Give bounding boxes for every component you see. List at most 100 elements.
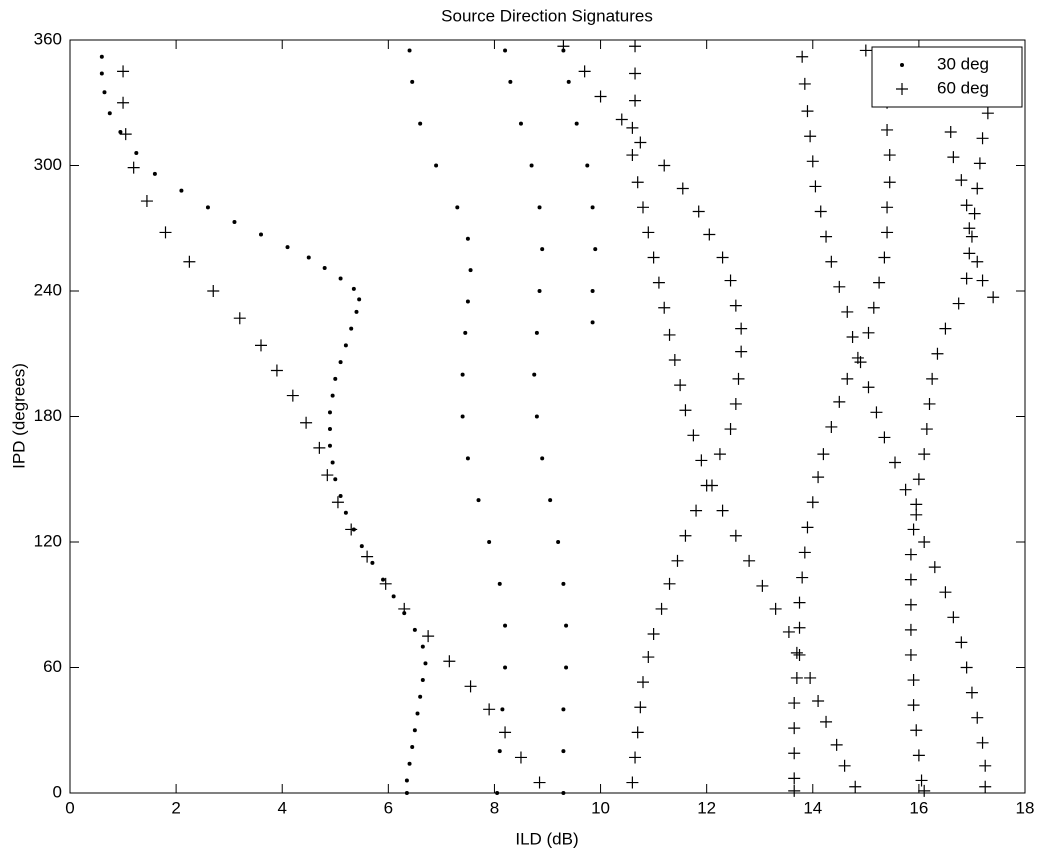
dot-marker <box>415 711 420 716</box>
plus-marker <box>804 130 817 143</box>
dot-marker <box>561 791 566 795</box>
dot-marker <box>540 456 545 461</box>
x-tick-label: 16 <box>909 798 928 817</box>
plus-marker <box>798 77 811 90</box>
plus-marker <box>321 469 334 482</box>
dot-marker <box>460 372 465 377</box>
y-axis-label: IPD (degrees) <box>9 363 28 469</box>
plus-marker <box>968 207 981 220</box>
plus-marker <box>814 205 827 218</box>
plus-marker <box>790 671 803 684</box>
plus-marker <box>634 136 647 149</box>
plus-marker <box>979 759 992 772</box>
plus-marker <box>873 276 886 289</box>
plus-marker <box>907 699 920 712</box>
x-tick-label: 14 <box>803 798 822 817</box>
plus-marker <box>812 694 825 707</box>
dot-marker <box>327 410 332 415</box>
plus-marker <box>796 571 809 584</box>
dot-marker <box>561 749 566 754</box>
x-tick-label: 12 <box>697 798 716 817</box>
dot-marker <box>434 163 439 168</box>
dot-marker <box>503 665 508 670</box>
plus-marker <box>878 251 891 264</box>
dot-marker <box>259 232 263 237</box>
plus-marker <box>300 416 313 429</box>
plus-marker <box>904 573 917 586</box>
plus-marker <box>889 456 902 469</box>
dot-marker <box>497 749 502 754</box>
plus-marker <box>979 780 992 793</box>
dot-marker <box>423 661 428 666</box>
plus-marker <box>700 479 713 492</box>
x-tick-label: 4 <box>277 798 286 817</box>
dot-marker <box>463 330 468 335</box>
dot-marker <box>556 540 561 544</box>
plus-marker <box>947 611 960 624</box>
dot-marker <box>354 309 359 314</box>
dot-marker <box>285 245 290 250</box>
plus-marker <box>976 274 989 287</box>
dot-marker <box>232 219 237 224</box>
dot-marker <box>534 414 539 419</box>
dot-marker <box>537 205 542 210</box>
plus-marker <box>838 759 851 772</box>
plus-marker <box>798 546 811 559</box>
dot-marker <box>351 286 356 291</box>
plus-marker <box>910 498 923 511</box>
plus-marker <box>923 397 936 410</box>
plus-marker <box>629 67 642 80</box>
plus-marker <box>631 176 644 189</box>
dot-marker <box>518 121 523 126</box>
plus-marker <box>687 429 700 442</box>
dot-marker <box>179 188 184 193</box>
plus-marker <box>514 751 527 764</box>
plus-marker <box>679 529 692 542</box>
dot-marker <box>99 54 104 59</box>
plus-marker <box>788 747 801 760</box>
plus-marker <box>904 623 917 636</box>
plus-marker <box>233 312 246 325</box>
y-tick-label: 300 <box>34 155 62 174</box>
plus-marker <box>963 247 976 260</box>
plus-marker <box>862 381 875 394</box>
plus-marker <box>647 251 660 264</box>
plus-marker <box>637 676 649 689</box>
plus-marker <box>912 473 925 486</box>
plus-marker <box>907 523 920 536</box>
dot-marker <box>495 791 500 795</box>
plus-marker <box>735 345 748 358</box>
dot-marker <box>327 427 332 432</box>
y-tick-label: 360 <box>34 29 62 48</box>
plus-marker <box>732 372 745 385</box>
plus-marker <box>615 113 628 126</box>
dot-marker <box>532 372 537 377</box>
y-tick-label: 0 <box>53 782 62 801</box>
plus-marker <box>947 151 960 164</box>
dot-marker <box>152 171 157 176</box>
plus-marker <box>671 554 684 567</box>
plus-marker <box>140 195 153 208</box>
plus-marker <box>841 372 854 385</box>
plus-marker <box>918 536 931 548</box>
dot-marker <box>465 299 470 304</box>
dot-marker <box>327 443 332 448</box>
plus-marker <box>952 297 965 310</box>
plus-marker <box>859 44 872 57</box>
plus-marker <box>849 780 862 793</box>
legend-box <box>871 46 1023 108</box>
plus-marker <box>642 226 655 239</box>
plus-marker <box>825 420 838 433</box>
plus-marker <box>652 276 665 289</box>
dot-marker <box>118 130 123 135</box>
dot-marker <box>537 289 542 293</box>
plus-marker <box>422 630 435 643</box>
plus-marker <box>674 379 687 392</box>
plus-marker <box>883 149 896 162</box>
plus-marker <box>668 354 681 367</box>
dot-marker <box>566 79 571 84</box>
dot-marker <box>468 268 473 273</box>
plus-marker <box>557 40 570 53</box>
plus-marker <box>756 579 769 592</box>
plus-marker <box>867 301 880 314</box>
